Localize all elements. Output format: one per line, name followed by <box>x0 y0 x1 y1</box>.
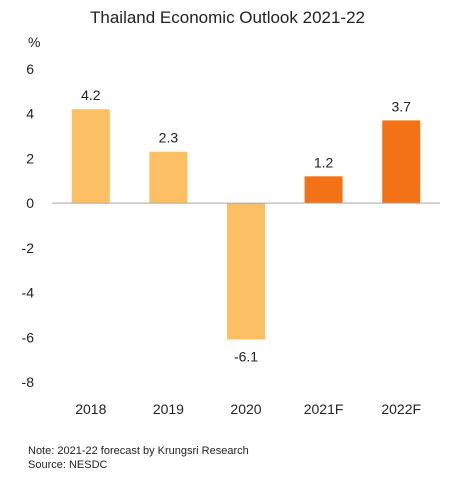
bar-2018 <box>71 109 110 204</box>
y-axis-unit-label: % <box>28 34 40 50</box>
y-tick-label: 0 <box>26 195 34 211</box>
y-axis-ticks: 6 4 2 0 -2 -4 -6 -8 <box>22 61 35 390</box>
chart-title: Thailand Economic Outlook 2021-22 <box>90 8 365 27</box>
chart-notes: Note: 2021-22 forecast by Krungsri Resea… <box>28 444 249 472</box>
x-tick-label: 2020 <box>230 401 261 417</box>
data-label: -6.1 <box>234 349 258 365</box>
source-note: Source: NESDC <box>28 459 108 471</box>
x-tick-label: 2019 <box>153 401 184 417</box>
data-label: 4.2 <box>81 87 101 103</box>
y-tick-label: -2 <box>22 240 35 256</box>
bar-2021f <box>304 176 343 204</box>
forecast-note: Note: 2021-22 forecast by Krungsri Resea… <box>28 445 249 457</box>
y-tick-label: 6 <box>26 61 34 77</box>
y-tick-label: 4 <box>26 106 34 122</box>
y-tick-label: -8 <box>22 374 35 390</box>
bars <box>71 109 421 340</box>
y-tick-label: -4 <box>22 285 35 301</box>
y-tick-label: -6 <box>22 329 35 345</box>
x-tick-label: 2021F <box>304 401 344 417</box>
x-tick-label: 2018 <box>75 401 106 417</box>
x-axis-ticks: 2018 2019 2020 2021F 2022F <box>75 401 421 417</box>
bar-chart: % 6 4 2 0 -2 -4 -6 -8 4.2 2.3 -6.1 1.2 3.7 2018 2019… <box>22 34 440 417</box>
bar-2020 <box>227 203 265 340</box>
data-label: 1.2 <box>314 154 334 170</box>
data-label: 3.7 <box>391 98 411 114</box>
x-tick-label: 2022F <box>381 401 421 417</box>
data-label: 2.3 <box>159 130 179 146</box>
y-tick-label: 2 <box>26 150 34 166</box>
bar-2022f <box>382 120 421 204</box>
bar-2019 <box>149 151 188 204</box>
data-labels: 4.2 2.3 -6.1 1.2 3.7 <box>81 87 411 364</box>
